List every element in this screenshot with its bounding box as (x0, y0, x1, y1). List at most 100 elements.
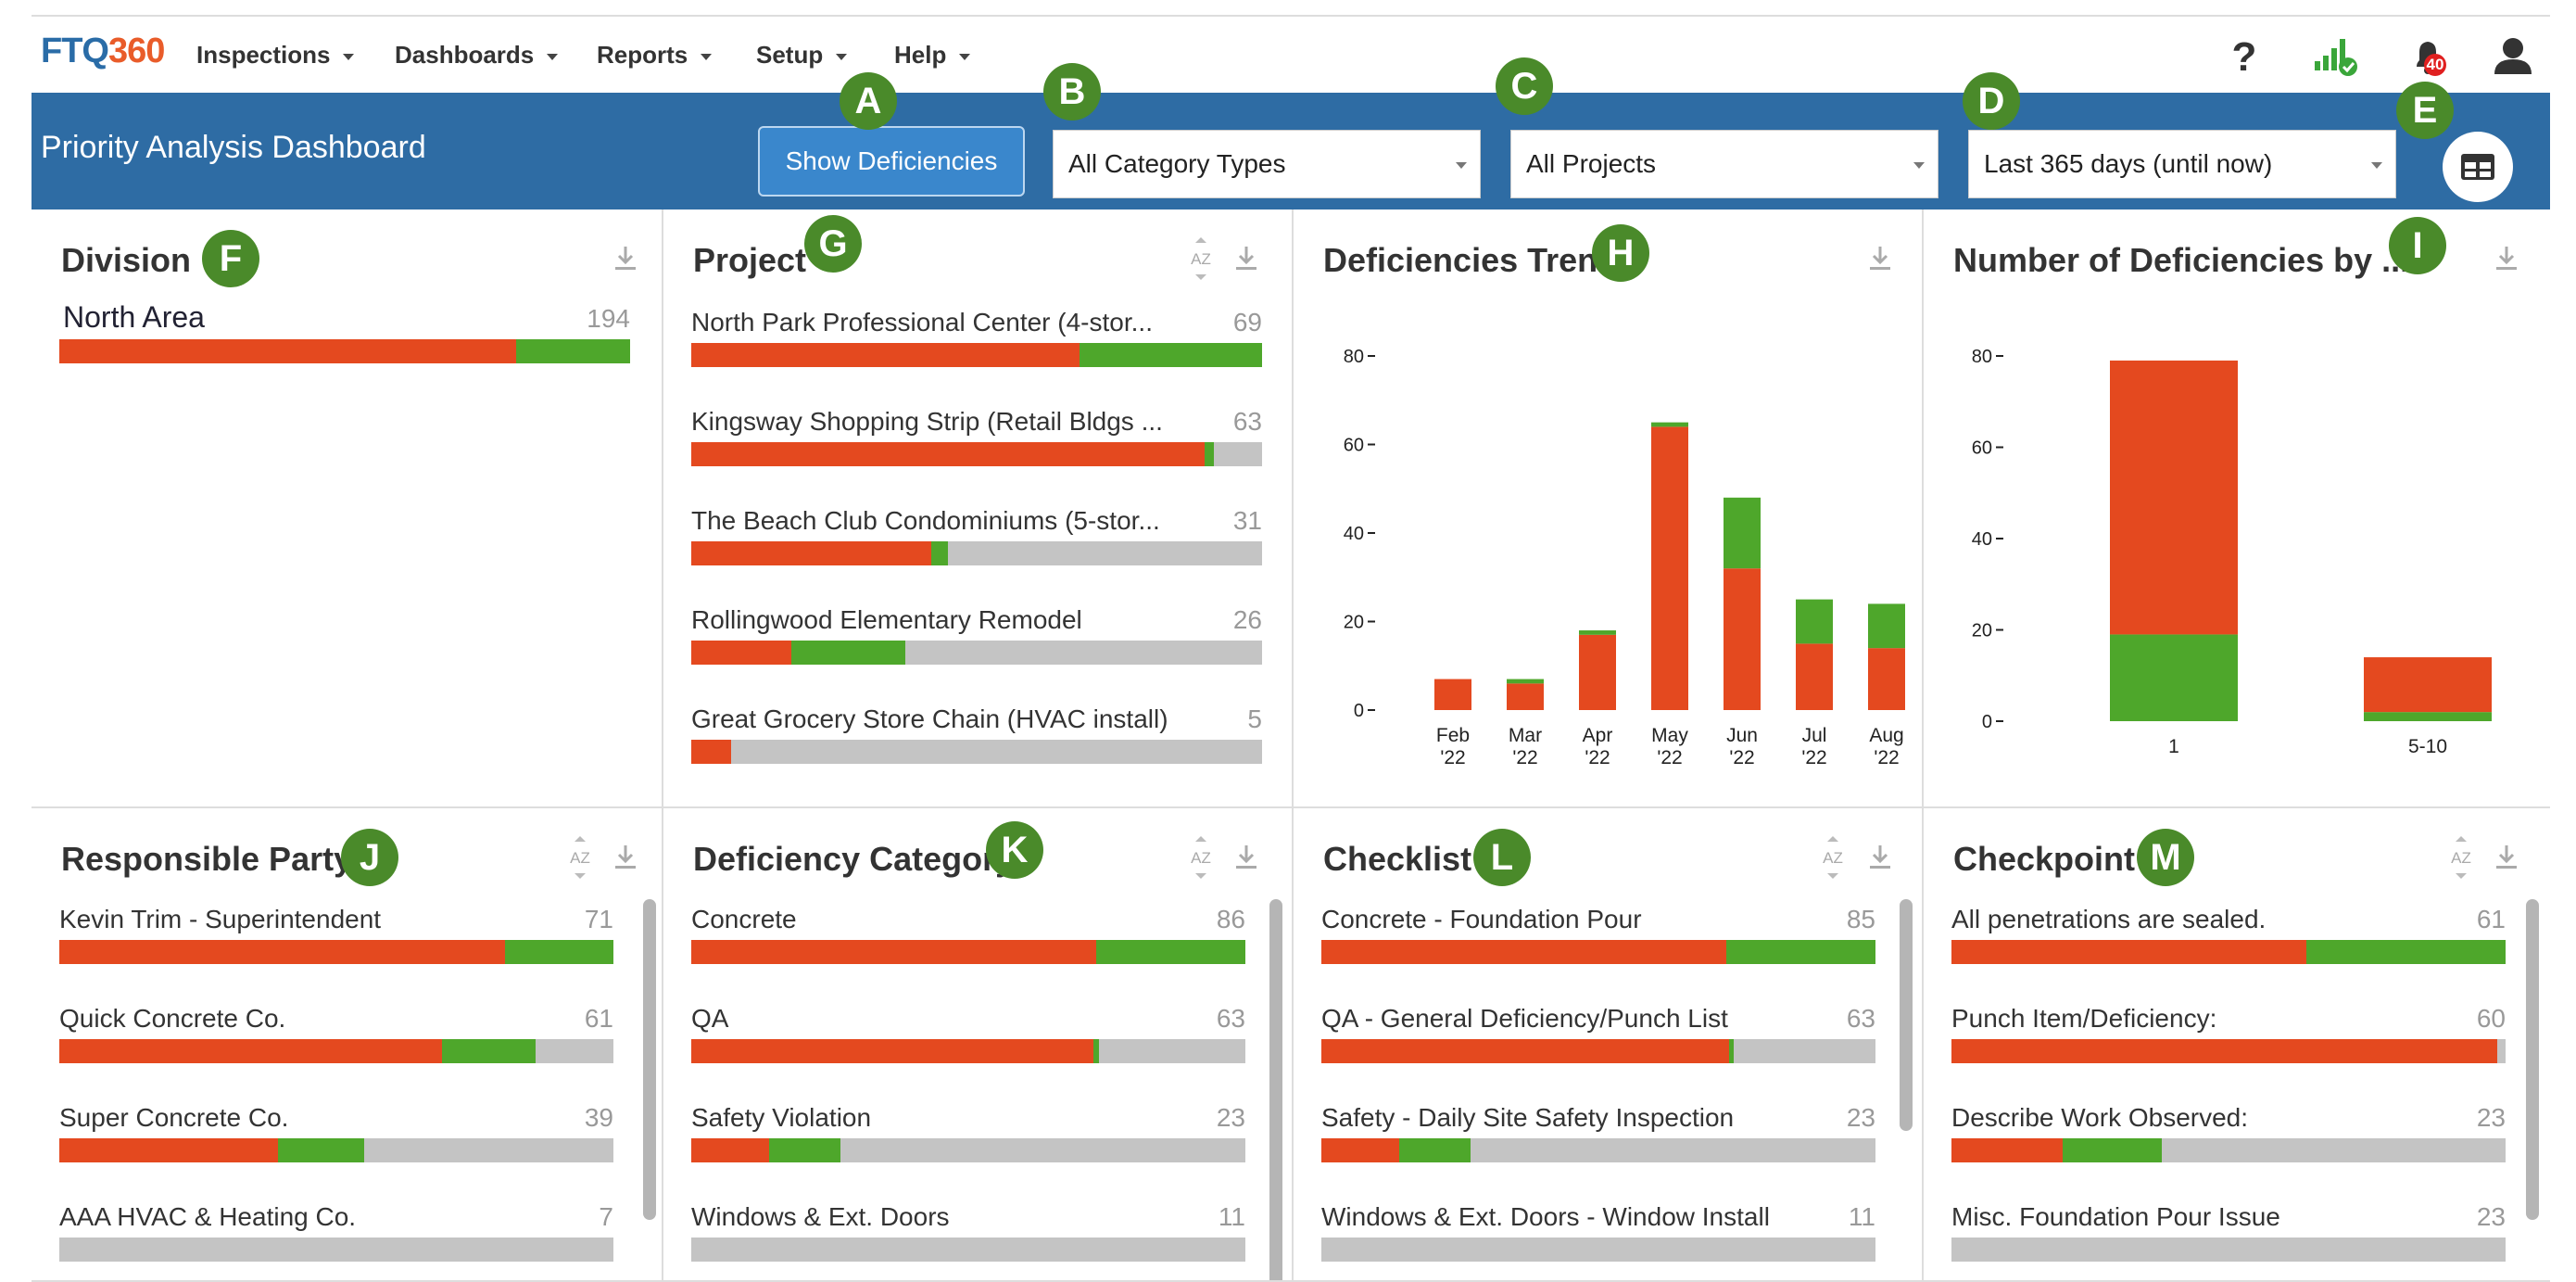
download-icon[interactable] (2493, 842, 2520, 873)
download-icon[interactable] (1232, 842, 1260, 873)
y-tick-label: 0 (1354, 701, 1364, 721)
closed-segment (1725, 940, 1875, 964)
item-bar (59, 1039, 613, 1063)
y-tick-label: 20 (1344, 613, 1364, 633)
closed-segment (1728, 1039, 1735, 1063)
number-chart: 0 20 40 60 80 1 5-10 (1972, 347, 2492, 757)
item-label: Misc. Foundation Pour Issue (1951, 1202, 2280, 1231)
help-icon[interactable]: ? (2218, 30, 2270, 82)
closed-segment (1205, 442, 1214, 466)
bar-segment (1796, 643, 1833, 710)
date-range-value: Last 365 days (until now) (1984, 149, 2273, 178)
table-view-button[interactable] (2443, 132, 2513, 202)
x-tick-label: Apr (1583, 725, 1613, 746)
svg-text:?: ? (2232, 34, 2257, 80)
deficiency-category-panel: Deficiency Category AZ Concrete 86 QA 63 Saf… (663, 808, 1294, 1282)
sort-az-icon[interactable]: AZ (2444, 834, 2478, 881)
item-label: Concrete - Foundation Pour (1321, 905, 1642, 933)
callout-badge-j: J (341, 829, 398, 886)
x-tick-label: May (1651, 725, 1688, 746)
item-count: 5 (1247, 704, 1262, 733)
callout-badge-e: E (2396, 82, 2454, 139)
item-label: Windows & Ext. Doors - Window Install (1321, 1202, 1770, 1231)
download-icon[interactable] (1866, 842, 1894, 873)
logo-text-360: 360 (107, 32, 165, 70)
open-segment (691, 740, 732, 764)
number-of-deficiencies-panel: Number of Deficiencies by ... 0 20 40 60 80 1… (1924, 209, 2550, 808)
scrollbar[interactable] (1269, 899, 1282, 1280)
show-deficiencies-button[interactable]: Show Deficiencies (758, 126, 1025, 197)
item-bar (1951, 1238, 2506, 1262)
download-icon[interactable] (1232, 243, 1260, 274)
scrollbar[interactable] (1900, 899, 1913, 1131)
user-avatar-icon[interactable] (2487, 30, 2539, 82)
project-select[interactable]: All Projects (1510, 130, 1938, 198)
callout-badge-c: C (1496, 57, 1553, 115)
nav-setup-label: Setup (756, 41, 824, 69)
item-bar (691, 1039, 1245, 1063)
open-segment (59, 1039, 442, 1063)
callout-badge-d: D (1963, 72, 2020, 130)
open-segment (691, 541, 931, 565)
closed-segment (2062, 1138, 2163, 1162)
item-bar (691, 1138, 1245, 1162)
panel-title: Division (61, 241, 192, 279)
nav-reports[interactable]: Reports (597, 41, 713, 70)
project-value: All Projects (1526, 149, 1657, 178)
svg-text:AZ: AZ (570, 849, 590, 867)
division-count: 194 (587, 304, 630, 333)
download-icon[interactable] (612, 243, 639, 274)
bar-segment (2110, 634, 2238, 721)
logo[interactable]: FTQ360 (41, 32, 165, 71)
sort-az-icon[interactable]: AZ (1816, 834, 1850, 881)
bar-segment (1651, 422, 1688, 427)
notifications-bell-icon[interactable]: 40 (2400, 30, 2452, 82)
download-icon[interactable] (612, 842, 639, 873)
item-count: 11 (1848, 1202, 1875, 1231)
sort-az-icon[interactable]: AZ (1184, 834, 1218, 881)
open-segment (691, 940, 1096, 964)
y-tick-label: 60 (1972, 438, 1992, 459)
panel-title: Responsible Party (61, 840, 353, 878)
x-tick-label: 5-10 (2408, 736, 2447, 757)
item-label: Super Concrete Co. (59, 1103, 289, 1132)
caret-down-icon (343, 53, 355, 60)
category-type-select[interactable]: All Category Types (1053, 130, 1481, 198)
item-bar (59, 1138, 613, 1162)
item-count: 23 (2476, 1103, 2506, 1132)
item-label: Windows & Ext. Doors (691, 1202, 950, 1231)
open-segment (691, 442, 1206, 466)
bar-segment (1796, 599, 1833, 644)
x-tick-label: Aug (1869, 725, 1903, 746)
bar-segment (1579, 634, 1616, 710)
nav-help[interactable]: Help (894, 41, 971, 70)
sort-az-icon[interactable]: AZ (563, 834, 597, 881)
item-count: 60 (2476, 1004, 2506, 1033)
closed-segment (1092, 1039, 1099, 1063)
date-range-select[interactable]: Last 365 days (until now) (1968, 130, 2396, 198)
y-tick-label: 40 (1344, 524, 1364, 544)
bar-segment (1724, 497, 1761, 569)
open-segment (1951, 1039, 2498, 1063)
x-tick-label: Jun (1726, 725, 1758, 746)
svg-text:AZ: AZ (2451, 849, 2471, 867)
nav-dashboards[interactable]: Dashboards (395, 41, 559, 70)
nav-inspections[interactable]: Inspections (196, 41, 355, 70)
x-tick-label: '22 (1657, 747, 1682, 768)
item-count: 26 (1232, 605, 1262, 634)
scrollbar[interactable] (643, 899, 656, 1220)
item-label: Great Grocery Store Chain (HVAC install) (691, 704, 1168, 733)
nav-setup[interactable]: Setup (756, 41, 848, 70)
caret-down-icon (701, 53, 713, 60)
x-tick-label: '22 (1801, 747, 1826, 768)
download-icon[interactable] (1866, 243, 1894, 274)
item-label: Safety - Daily Site Safety Inspection (1321, 1103, 1735, 1132)
item-count: 23 (1216, 1103, 1245, 1132)
download-icon[interactable] (2493, 243, 2520, 274)
scrollbar[interactable] (2526, 899, 2539, 1220)
closed-segment (768, 1138, 841, 1162)
sort-az-icon[interactable]: AZ (1184, 235, 1218, 282)
item-bar (59, 1238, 613, 1262)
dashboard-header: Priority Analysis Dashboard Show Deficie… (32, 93, 2550, 209)
signal-status-icon[interactable] (2309, 30, 2361, 82)
